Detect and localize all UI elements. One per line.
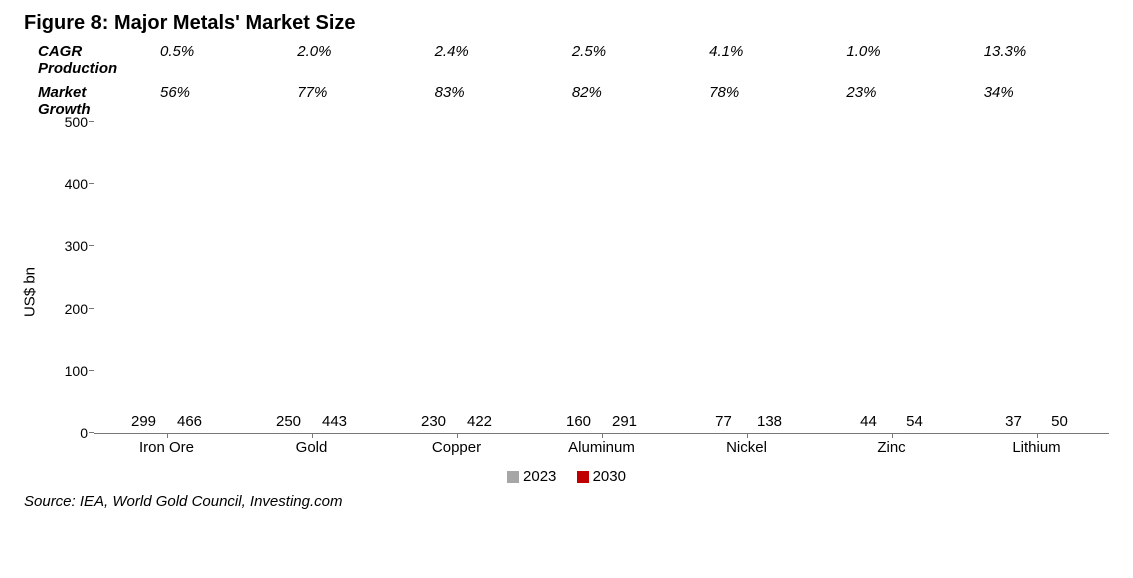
x-tick-label: Nickel: [726, 439, 767, 456]
x-tick-mark: [167, 433, 168, 438]
growth-cell: 34%: [972, 84, 1109, 119]
legend-item-2030: 2030: [577, 468, 626, 485]
cagr-cell: 4.1%: [697, 43, 834, 78]
y-tick-mark: [89, 370, 94, 371]
bar-value-label: 422: [467, 413, 492, 430]
bar-value-label: 54: [906, 413, 923, 430]
bar-value-label: 160: [566, 413, 591, 430]
source-text: Source: IEA, World Gold Council, Investi…: [24, 493, 1109, 510]
y-tick-label: 500: [54, 114, 88, 130]
y-tick-label: 400: [54, 176, 88, 192]
cagr-cell: 13.3%: [972, 43, 1109, 78]
figure-title: Figure 8: Major Metals' Market Size: [24, 12, 1109, 35]
bar-value-label: 299: [131, 413, 156, 430]
x-tick-mark: [892, 433, 893, 438]
bar-value-label: 50: [1051, 413, 1068, 430]
growth-cell: 78%: [697, 84, 834, 119]
x-tick-label: Copper: [432, 439, 481, 456]
growth-row-label: Market Growth: [38, 84, 148, 119]
cagr-cell: 2.5%: [560, 43, 697, 78]
cagr-cell: 2.0%: [285, 43, 422, 78]
figure-container: Figure 8: Major Metals' Market Size CAGR…: [0, 0, 1133, 578]
growth-cell: 23%: [834, 84, 971, 119]
x-tick-label: Gold: [296, 439, 328, 456]
legend-label-2023: 2023: [523, 468, 556, 485]
y-tick-mark: [89, 183, 94, 184]
bar-value-label: 250: [276, 413, 301, 430]
x-tick-mark: [602, 433, 603, 438]
cagr-row-label: CAGR Production: [38, 43, 148, 78]
legend-item-2023: 2023: [507, 468, 556, 485]
cagr-cell: 1.0%: [834, 43, 971, 78]
y-tick-label: 300: [54, 238, 88, 254]
y-tick-label: 100: [54, 363, 88, 379]
legend-label-2030: 2030: [593, 468, 626, 485]
x-tick-mark: [312, 433, 313, 438]
legend-swatch-2023: [507, 471, 519, 483]
metrics-table: CAGR Production 0.5% 2.0% 2.4% 2.5% 4.1%…: [38, 43, 1109, 118]
bar-value-label: 466: [177, 413, 202, 430]
bar-value-label: 291: [612, 413, 637, 430]
x-tick-mark: [457, 433, 458, 438]
legend: 2023 2030: [24, 468, 1109, 487]
y-tick-label: 0: [54, 425, 88, 441]
x-tick-label: Lithium: [1012, 439, 1060, 456]
y-tick-mark: [89, 121, 94, 122]
bar-value-label: 443: [322, 413, 347, 430]
growth-cell: 83%: [423, 84, 560, 119]
x-tick-mark: [1037, 433, 1038, 438]
x-tick-label: Aluminum: [568, 439, 635, 456]
y-tick-mark: [89, 245, 94, 246]
x-tick-label: Zinc: [877, 439, 905, 456]
bar-value-label: 138: [757, 413, 782, 430]
bar-value-label: 77: [715, 413, 732, 430]
y-tick-label: 200: [54, 301, 88, 317]
x-tick-label: Iron Ore: [139, 439, 194, 456]
cagr-cell: 2.4%: [423, 43, 560, 78]
growth-cell: 77%: [285, 84, 422, 119]
bar-value-label: 44: [860, 413, 877, 430]
legend-swatch-2030: [577, 471, 589, 483]
y-tick-mark: [89, 432, 94, 433]
growth-cell: 56%: [148, 84, 285, 119]
growth-cell: 82%: [560, 84, 697, 119]
bar-value-label: 230: [421, 413, 446, 430]
y-tick-mark: [89, 308, 94, 309]
bar-value-label: 37: [1005, 413, 1022, 430]
y-axis-label: US$ bn: [22, 267, 39, 317]
x-tick-mark: [747, 433, 748, 438]
chart-area: US$ bn 0100200300400500299466Iron Ore250…: [38, 122, 1109, 462]
cagr-cell: 0.5%: [148, 43, 285, 78]
plot-region: 0100200300400500299466Iron Ore250443Gold…: [94, 122, 1109, 434]
